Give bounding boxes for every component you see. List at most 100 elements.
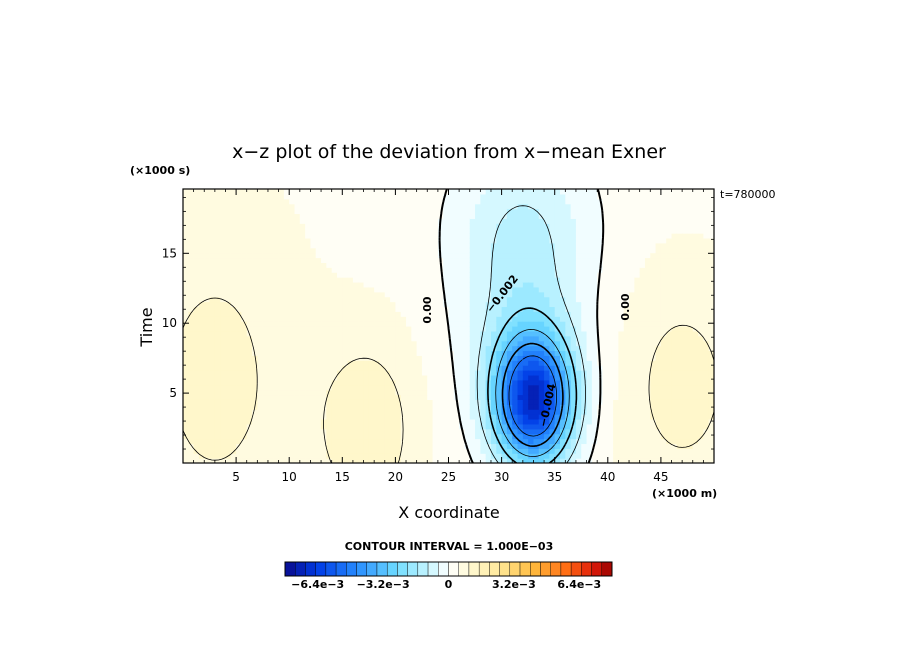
field-cell	[549, 414, 556, 420]
field-cell	[214, 233, 221, 239]
field-cell	[236, 193, 243, 200]
field-cell	[650, 242, 657, 249]
field-cell	[416, 345, 423, 352]
field-cell	[448, 423, 455, 430]
field-cell	[538, 198, 545, 205]
field-cell	[639, 277, 646, 283]
field-cell	[538, 330, 545, 337]
field-cell	[204, 242, 211, 249]
field-cell	[321, 228, 327, 234]
field-cell	[544, 326, 550, 332]
field-cell	[411, 458, 418, 463]
field-cell	[618, 389, 625, 396]
field-cell	[602, 262, 609, 268]
field-cell	[591, 374, 598, 381]
field-cell	[230, 384, 237, 391]
field-cell	[358, 340, 365, 347]
field-cell	[374, 189, 381, 195]
field-cell	[432, 360, 439, 366]
field-cell	[400, 306, 407, 312]
field-cell	[283, 335, 290, 342]
field-cell	[220, 301, 227, 308]
field-cell	[193, 233, 200, 239]
field-cell	[570, 428, 577, 435]
field-cell	[512, 272, 519, 278]
field-cell	[554, 257, 561, 263]
field-cell	[384, 389, 391, 396]
field-cell	[602, 247, 609, 254]
field-cell	[225, 296, 232, 303]
field-cell	[554, 267, 561, 273]
field-cell	[618, 443, 625, 449]
field-cell	[496, 404, 503, 410]
field-cell	[305, 443, 312, 449]
field-cell	[209, 316, 216, 322]
field-cell	[421, 218, 428, 224]
field-cell	[252, 267, 258, 273]
field-cell	[453, 379, 460, 386]
field-cell	[331, 453, 338, 459]
field-cell	[246, 267, 253, 273]
field-cell	[629, 443, 635, 449]
field-cell	[581, 281, 588, 288]
field-cell	[395, 281, 402, 288]
field-cell	[475, 252, 481, 259]
field-cell	[305, 433, 312, 440]
field-cell	[549, 189, 556, 195]
field-cell	[294, 247, 301, 254]
field-cell	[554, 247, 561, 254]
field-cell	[565, 370, 572, 376]
field-cell	[613, 223, 620, 229]
field-cell	[225, 203, 232, 210]
field-cell	[644, 414, 651, 420]
field-cell	[437, 443, 444, 449]
field-cell	[437, 365, 444, 371]
field-cell	[464, 189, 471, 195]
field-cell	[517, 286, 524, 293]
field-cell	[528, 414, 535, 420]
field-cell	[406, 458, 412, 463]
field-cell	[252, 286, 258, 293]
field-cell	[496, 286, 503, 293]
field-cell	[644, 291, 651, 298]
field-cell	[597, 247, 604, 254]
field-cell	[533, 291, 540, 298]
field-cell	[506, 345, 513, 352]
field-cell	[528, 404, 535, 410]
field-cell	[390, 370, 396, 376]
field-cell	[336, 428, 343, 435]
field-cell	[629, 379, 635, 386]
field-cell	[278, 428, 285, 435]
field-cell	[565, 277, 572, 283]
field-cell	[326, 409, 333, 415]
field-cell	[501, 326, 508, 332]
field-cell	[485, 418, 492, 425]
field-cell	[331, 213, 338, 219]
field-cell	[432, 409, 439, 415]
field-cell	[379, 428, 386, 435]
field-cell	[602, 374, 609, 381]
field-cell	[528, 394, 535, 400]
field-cell	[273, 286, 280, 293]
field-cell	[437, 448, 444, 454]
field-cell	[437, 281, 444, 288]
field-cell	[368, 438, 375, 445]
field-cell	[315, 326, 322, 332]
field-cell	[421, 306, 428, 312]
field-cell	[342, 208, 349, 215]
field-cell	[485, 277, 492, 283]
field-cell	[528, 189, 535, 195]
field-cell	[198, 213, 205, 219]
field-cell	[283, 350, 290, 356]
field-cell	[257, 414, 264, 420]
field-cell	[209, 237, 216, 244]
field-cell	[496, 296, 503, 303]
field-cell	[230, 267, 237, 273]
field-cell	[352, 247, 359, 254]
field-cell	[368, 453, 375, 459]
field-cell	[379, 281, 386, 288]
field-cell	[363, 365, 370, 371]
field-cell	[257, 267, 264, 273]
field-cell	[406, 242, 412, 249]
field-cell	[241, 374, 248, 381]
